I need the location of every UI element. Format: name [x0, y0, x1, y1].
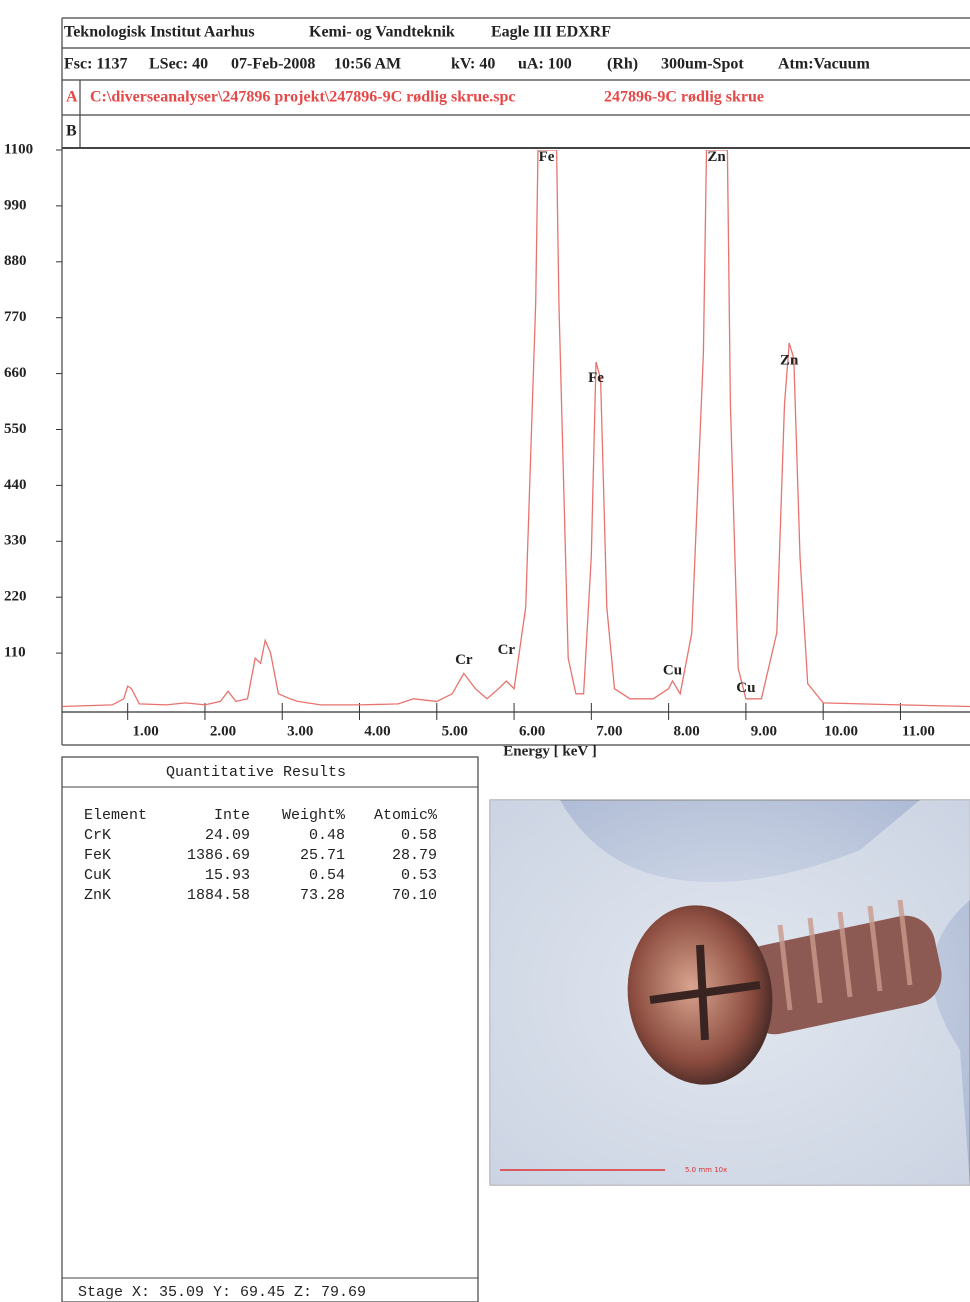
table-cell: 1386.69 — [187, 847, 250, 864]
column-header: Atomic% — [374, 807, 438, 824]
peak-label: Cr — [498, 642, 516, 658]
table-cell: 0.58 — [401, 827, 437, 844]
sample-name: 247896-9C rødlig skrue — [604, 89, 764, 106]
peak-label: Fe — [588, 370, 604, 386]
header-text: LSec: 40 — [149, 56, 208, 73]
y-tick-label: 660 — [4, 365, 27, 381]
table-title: Quantitative Results — [166, 764, 346, 781]
y-tick-label: 330 — [4, 533, 27, 549]
table-cell: 73.28 — [300, 887, 345, 904]
y-tick-label: 220 — [4, 589, 27, 605]
header-text: Fsc: 1137 — [64, 56, 128, 73]
header-text: 300um-Spot — [661, 56, 744, 73]
table-cell: 28.79 — [392, 847, 437, 864]
row-tag: A — [66, 89, 78, 106]
peak-label: Cu — [663, 662, 682, 678]
x-tick-label: 1.00 — [133, 723, 159, 739]
column-header: Inte — [214, 807, 250, 824]
x-tick-label: 3.00 — [287, 723, 313, 739]
column-header: Element — [84, 807, 147, 824]
table-cell: 70.10 — [392, 887, 437, 904]
y-tick-label: 550 — [4, 421, 27, 437]
peak-label: Fe — [539, 149, 555, 165]
y-tick-label: 1100 — [4, 141, 33, 157]
header-frame — [62, 18, 970, 745]
report: Teknologisk Institut Aarhus Kemi- og Van… — [0, 0, 970, 1302]
row-tag: B — [66, 123, 77, 140]
peak-label: Zn — [780, 352, 799, 368]
spectrum: 110 220 330 440 550 660 770 880 990 1100 1.00 2.00 3… — [4, 141, 970, 739]
header-text: Kemi- og Vandteknik — [309, 24, 455, 41]
header-text: 07-Feb-2008 — [231, 56, 315, 73]
y-tick-label: 990 — [4, 197, 27, 213]
header-text: Teknologisk Institut Aarhus — [64, 24, 255, 41]
table-cell: 0.53 — [401, 867, 437, 884]
peak-label: Zn — [707, 149, 726, 165]
x-tick-label: 7.00 — [596, 723, 622, 739]
x-tick-label: 4.00 — [364, 723, 390, 739]
table-cell: 15.93 — [205, 867, 250, 884]
header-text: uA: 100 — [518, 56, 572, 73]
header-text: 10:56 AM — [334, 56, 401, 73]
x-tick-label: 5.00 — [442, 723, 468, 739]
file-path: C:\diverseanalyser\247896 projekt\247896… — [90, 89, 515, 106]
spectrum-line — [62, 150, 970, 707]
column-header: Weight% — [282, 807, 346, 824]
y-tick-label: 110 — [4, 645, 26, 661]
table-cell: FeK — [84, 847, 111, 864]
table-cell: 0.48 — [309, 827, 345, 844]
header-text: Atm:Vacuum — [778, 56, 871, 73]
table-cell: CrK — [84, 827, 111, 844]
header-text: kV: 40 — [451, 56, 495, 73]
peak-label: Cu — [736, 680, 755, 696]
table-cell: 1884.58 — [187, 887, 250, 904]
y-tick-label: 440 — [4, 477, 27, 493]
sample-photo: 5.0 mm 10x — [490, 800, 970, 1185]
table-cell: ZnK — [84, 887, 111, 904]
x-tick-label: 6.00 — [519, 723, 545, 739]
scale-label: 5.0 mm 10x — [685, 1166, 727, 1174]
y-tick-label: 770 — [4, 309, 27, 325]
stage-coords: Stage X: 35.09 Y: 69.45 Z: 79.69 — [78, 1284, 366, 1301]
table-cell: 24.09 — [205, 827, 250, 844]
x-tick-label: 9.00 — [751, 723, 777, 739]
y-tick-label: 880 — [4, 253, 27, 269]
x-axis-label: Energy [ keV ] — [503, 743, 596, 759]
x-tick-label: 10.00 — [824, 723, 858, 739]
table-cell: 25.71 — [300, 847, 345, 864]
peak-label: Cr — [455, 652, 473, 668]
x-tick-label: 8.00 — [673, 723, 699, 739]
x-tick-label: 11.00 — [902, 723, 935, 739]
page: Teknologisk Institut Aarhus Kemi- og Van… — [0, 0, 970, 1302]
table-cell: CuK — [84, 867, 111, 884]
header-text: (Rh) — [607, 56, 638, 73]
table-cell: 0.54 — [309, 867, 345, 884]
header-text: Eagle III EDXRF — [491, 24, 611, 41]
results-table: Element Inte Weight% Atomic% CrK 24.09 0.48 0.5… — [84, 807, 438, 904]
x-tick-label: 2.00 — [210, 723, 236, 739]
